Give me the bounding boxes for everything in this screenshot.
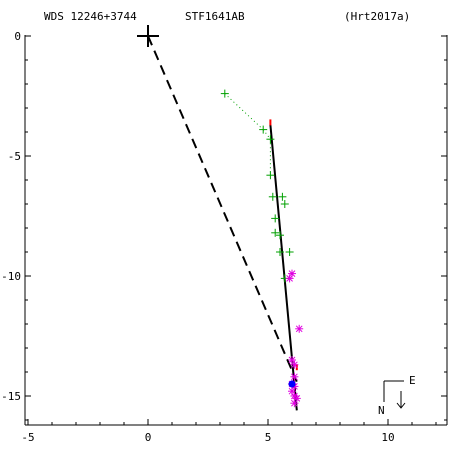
x-tick-label: 10	[381, 431, 394, 444]
y-tick-label: -10	[1, 270, 21, 283]
separation-line	[147, 35, 298, 382]
header-discoverer-label: STF1641AB	[185, 10, 245, 23]
asterisk-point-stroke	[286, 275, 293, 282]
plus-point	[276, 248, 284, 256]
asterisk-point	[290, 360, 299, 369]
compass-east-label: E	[409, 374, 416, 387]
axis-tick-labels: -5 0 5 10 0 -5 -10 -15	[1, 30, 395, 444]
y-tick-label: -5	[8, 150, 21, 163]
asterisk-point	[290, 372, 299, 381]
asterisk-point	[295, 324, 304, 333]
plus-point	[220, 89, 229, 98]
x-tick-label: 5	[265, 431, 272, 444]
header-wds-label: WDS 12246+3744	[44, 10, 137, 23]
orbit-line	[269, 124, 298, 411]
data-points	[137, 25, 304, 408]
plus-point	[266, 171, 275, 180]
plus-point	[259, 125, 268, 134]
asterisk-point	[285, 274, 294, 283]
plus-point	[285, 248, 294, 256]
y-tick-label: 0	[14, 30, 21, 43]
residual-trail	[224, 93, 264, 130]
asterisk-point-stroke	[291, 361, 298, 369]
header-reference-label: (Hrt2017a)	[344, 10, 410, 23]
x-tick-label: 0	[145, 431, 152, 444]
asterisk-point-stroke	[288, 387, 296, 395]
plus-point	[276, 231, 284, 240]
compass-arrow-head	[396, 402, 406, 409]
plus-point	[278, 192, 287, 201]
orbit-lines	[147, 35, 298, 411]
plus-point	[280, 200, 289, 208]
compass-north-label: N	[378, 404, 385, 417]
asterisk-point-stroke	[291, 399, 298, 407]
plus-point	[271, 228, 280, 237]
plus-point	[266, 135, 275, 144]
plot-frame	[24, 35, 448, 426]
axis-ticks	[25, 35, 447, 425]
asterisk-point-stroke	[288, 356, 296, 364]
dot-point	[288, 380, 296, 388]
plus-point	[268, 192, 277, 201]
asterisk-point	[290, 399, 299, 408]
x-tick-label: -5	[21, 431, 34, 444]
residual-trail	[262, 129, 271, 140]
asterisk-point-stroke	[291, 373, 298, 381]
y-tick-label: -15	[1, 390, 21, 403]
compass: E N	[378, 374, 416, 417]
plus-point	[271, 214, 280, 223]
asterisk-point-stroke	[295, 325, 303, 333]
